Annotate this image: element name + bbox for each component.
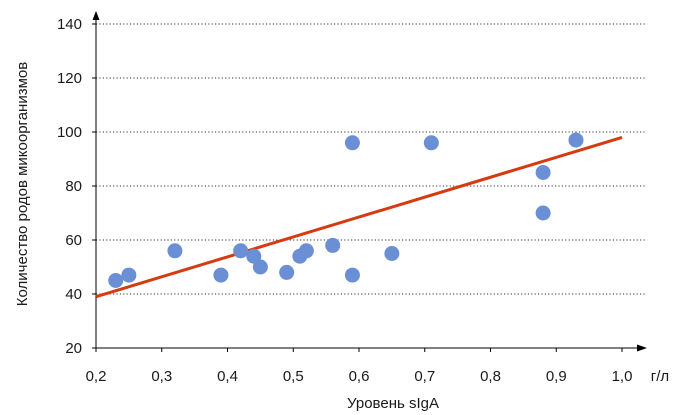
data-point — [535, 165, 551, 180]
data-point — [121, 267, 137, 283]
y-axis-arrow — [92, 11, 100, 20]
data-point — [213, 267, 229, 283]
trendline-layer — [95, 135, 623, 299]
data-point — [233, 243, 249, 259]
data-point — [344, 267, 360, 283]
x-tick-label: 1,0 — [612, 368, 633, 385]
x-tick-label: 0,5 — [283, 368, 304, 385]
data-points — [108, 132, 584, 288]
data-point — [535, 205, 551, 221]
x-tick-label: 0,7 — [414, 368, 435, 385]
data-point — [252, 259, 268, 275]
x-tick-label: 0,8 — [480, 368, 501, 385]
x-unit-label: г/л — [651, 368, 669, 385]
data-point — [568, 132, 584, 148]
y-tick-labels: 20 40 60 80 100 120 140 — [57, 16, 82, 357]
y-tick-label: 40 — [65, 286, 82, 303]
y-tick-label: 60 — [65, 232, 82, 249]
data-point — [325, 237, 341, 253]
x-tick-label: 0,6 — [349, 368, 370, 385]
x-axis-arrow — [637, 344, 647, 352]
trendline — [95, 135, 623, 299]
x-tick-label: 0,2 — [86, 368, 107, 385]
y-tick-label: 20 — [65, 340, 82, 357]
x-tick-label: 0,4 — [217, 368, 238, 385]
x-tick-labels: 0,2 0,3 0,4 0,5 0,6 0,7 0,8 0,9 1,0 — [86, 368, 633, 385]
data-point — [108, 273, 124, 288]
y-tick-label: 120 — [57, 70, 82, 87]
data-point — [423, 135, 439, 151]
data-point — [384, 246, 400, 261]
data-point — [246, 248, 262, 264]
y-tick-label: 140 — [57, 16, 82, 33]
axes — [92, 11, 647, 352]
x-tick-label: 0,3 — [151, 368, 172, 385]
data-point — [279, 264, 295, 280]
y-tick-label: 80 — [65, 178, 82, 195]
y-axis-title: Количество родов микоорганизмов — [14, 62, 31, 306]
data-point — [344, 135, 360, 151]
data-point — [298, 243, 314, 259]
data-point — [167, 243, 183, 259]
y-tick-label: 100 — [57, 124, 82, 141]
x-axis-title: Уровень sIgA — [347, 395, 439, 412]
x-tick-label: 0,9 — [546, 368, 567, 385]
